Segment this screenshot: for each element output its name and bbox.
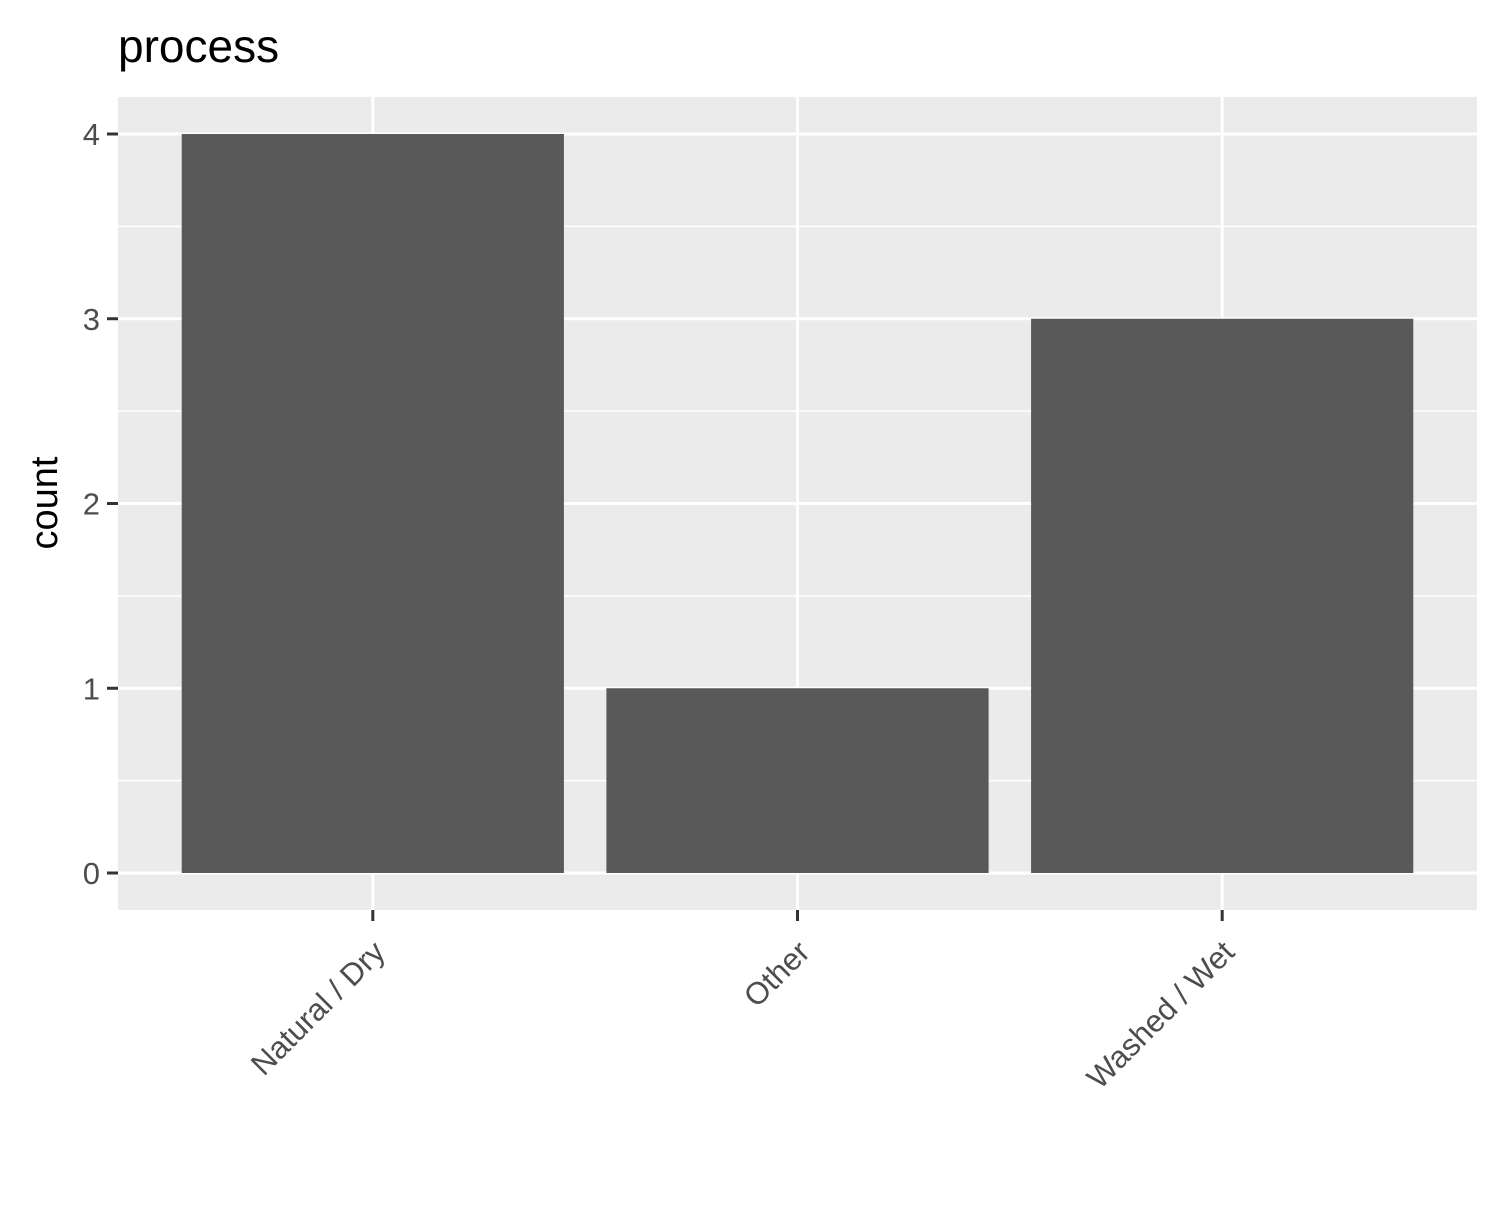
y-axis-title: count [24,456,66,549]
y-tick-label: 1 [83,671,100,706]
x-tick-label: Other [737,934,817,1014]
bar-3 [1031,318,1414,873]
x-axis: Natural / Dry Other Washed / Wet [244,910,1241,1095]
x-tick-label: Natural / Dry [244,934,392,1082]
y-tick-label: 2 [83,487,100,522]
y-tick-label: 4 [83,117,100,152]
chart-title: process [118,20,279,72]
y-tick-label: 0 [83,856,100,891]
bars [181,134,1414,873]
bar-1 [181,134,564,873]
bar-2 [606,688,989,873]
y-axis: 0 1 2 3 4 [83,117,118,891]
y-tick-label: 3 [83,302,100,337]
x-tick-label: Washed / Wet [1080,934,1241,1095]
